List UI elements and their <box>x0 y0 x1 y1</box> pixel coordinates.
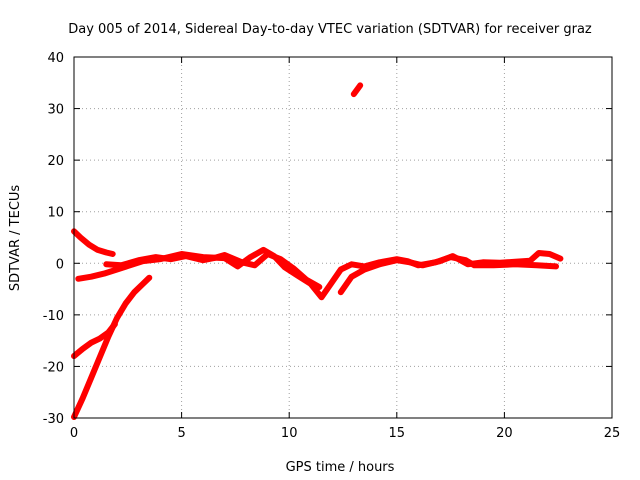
y-tick-label: 0 <box>56 257 64 272</box>
x-axis-label: GPS time / hours <box>286 460 395 475</box>
x-tick-label: 10 <box>281 426 298 441</box>
y-tick-label: 30 <box>47 103 64 118</box>
y-axis-label: SDTVAR / TECUs <box>8 185 23 292</box>
series-line-pass-1 <box>71 228 116 257</box>
y-tick-label: -30 <box>43 412 64 427</box>
y-tick-label: 40 <box>47 51 64 66</box>
plot-frame <box>73 56 613 419</box>
y-tick-label: -20 <box>43 360 64 375</box>
series-line-pass-7 <box>71 274 153 420</box>
series-layer <box>71 82 564 420</box>
series-line-pass-4 <box>337 250 564 296</box>
chart-title: Day 005 of 2014, Sidereal Day-to-day VTE… <box>68 22 592 37</box>
y-tick-label: 20 <box>47 154 64 169</box>
y-tick-label: -10 <box>43 309 64 324</box>
x-tick-label: 25 <box>604 426 621 441</box>
grid <box>74 57 612 418</box>
x-tick-label: 5 <box>177 426 185 441</box>
ticks: 0 5 10 15 20 25 -30 -20 -10 0 10 20 30 40 <box>43 51 621 441</box>
x-tick-label: 15 <box>389 426 406 441</box>
x-tick-label: 20 <box>496 426 513 441</box>
y-tick-label: 10 <box>47 206 64 221</box>
x-tick-label: 0 <box>70 426 78 441</box>
series-line-pass-5 <box>350 82 364 98</box>
series-line-pass-3 <box>103 251 323 290</box>
